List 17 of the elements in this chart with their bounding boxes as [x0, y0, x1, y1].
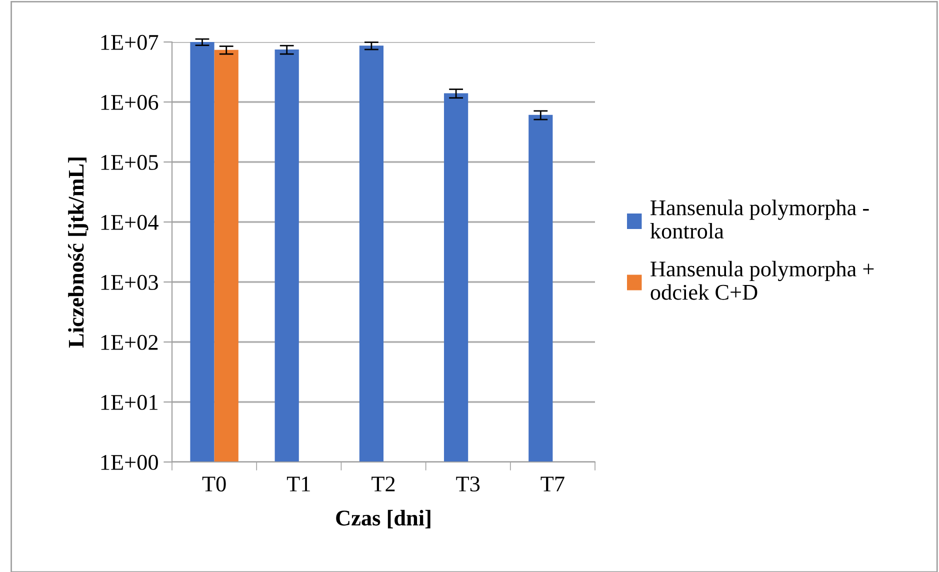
y-axis-title: Liczebność [jtk/mL] [68, 158, 88, 348]
y-tick-label: 1E+00 [101, 454, 158, 470]
legend-label: Hansenula polymorpha - kontrola [650, 200, 869, 239]
legend-label: Hansenula polymorpha + odciek C+D [650, 260, 874, 300]
x-axis-title: Czas [dni] [336, 510, 430, 528]
y-tick-label: 1E+02 [101, 334, 158, 350]
x-tick-label: T2 [372, 476, 395, 492]
x-tick-label: T1 [286, 476, 310, 492]
y-tick-label: 1E+03 [101, 274, 158, 290]
y-tick-label: 1E+06 [101, 94, 158, 110]
x-tick-label: T3 [456, 476, 480, 492]
x-tick-label: T7 [540, 476, 564, 492]
y-tick-label: 1E+01 [101, 394, 158, 410]
y-tick-label: 1E+04 [101, 214, 158, 230]
y-tick-label: 1E+07 [101, 34, 158, 50]
y-tick-label: 1E+05 [101, 154, 158, 170]
x-tick-label: T0 [202, 476, 226, 492]
